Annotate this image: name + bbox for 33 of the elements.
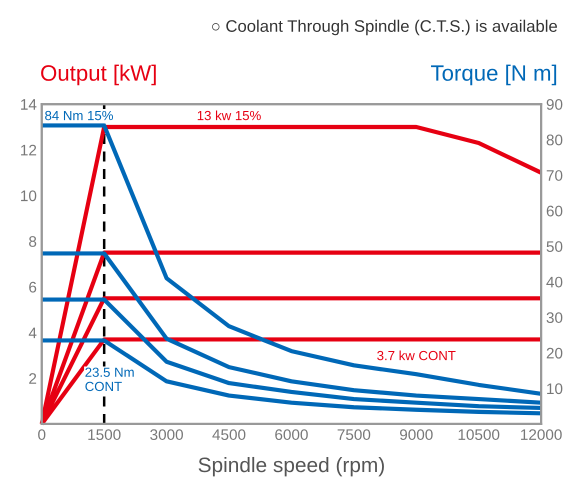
- x-tick-label: 12000: [521, 429, 562, 440]
- x-tick-label: 3000: [150, 429, 183, 440]
- x-tick-label: 7500: [338, 429, 370, 440]
- y-tick-label: 14: [21, 99, 36, 110]
- x-tick-label: 0: [38, 429, 46, 440]
- annotation: 84 Nm 15%: [45, 110, 113, 120]
- y-axis-title: Output [kW]: [41, 64, 156, 86]
- x-axis-title: Spindle speed (rpm): [198, 456, 384, 476]
- x-tick-label: 10500: [458, 429, 500, 440]
- annotation: 13 kw 15%: [198, 110, 261, 120]
- y2-tick-label: 60: [546, 206, 562, 216]
- y2-tick-label: 90: [546, 99, 562, 110]
- chart-subtitle: ○ Coolant Through Spindle (C.T.S.) is available: [212, 20, 557, 36]
- annotation: 23.5 Nm CONT: [85, 368, 134, 392]
- y2-axis-title: Torque [N m]: [431, 64, 556, 86]
- y-tick-label: 12: [21, 144, 36, 156]
- x-tick-label: 1500: [88, 429, 121, 440]
- y-tick-label: 10: [21, 190, 36, 202]
- x-tick-label: 4500: [212, 429, 246, 440]
- y-tick-label: 8: [29, 236, 36, 247]
- y2-tick-label: 30: [546, 312, 562, 324]
- y2-tick-label: 40: [546, 276, 562, 288]
- y-tick-label: 4: [28, 328, 36, 338]
- y2-tick-label: 50: [546, 241, 562, 252]
- y-tick-label: 2: [29, 373, 36, 384]
- y2-tick-label: 10: [547, 383, 562, 394]
- y2-tick-label: 20: [546, 348, 562, 359]
- y2-tick-label: 70: [546, 170, 562, 181]
- annotation: 3.7 kw CONT: [377, 350, 456, 360]
- y2-tick-label: 80: [546, 134, 562, 146]
- x-tick-label: 9000: [400, 429, 433, 440]
- x-tick-label: 6000: [275, 429, 308, 440]
- y-tick-label: 6: [29, 282, 36, 293]
